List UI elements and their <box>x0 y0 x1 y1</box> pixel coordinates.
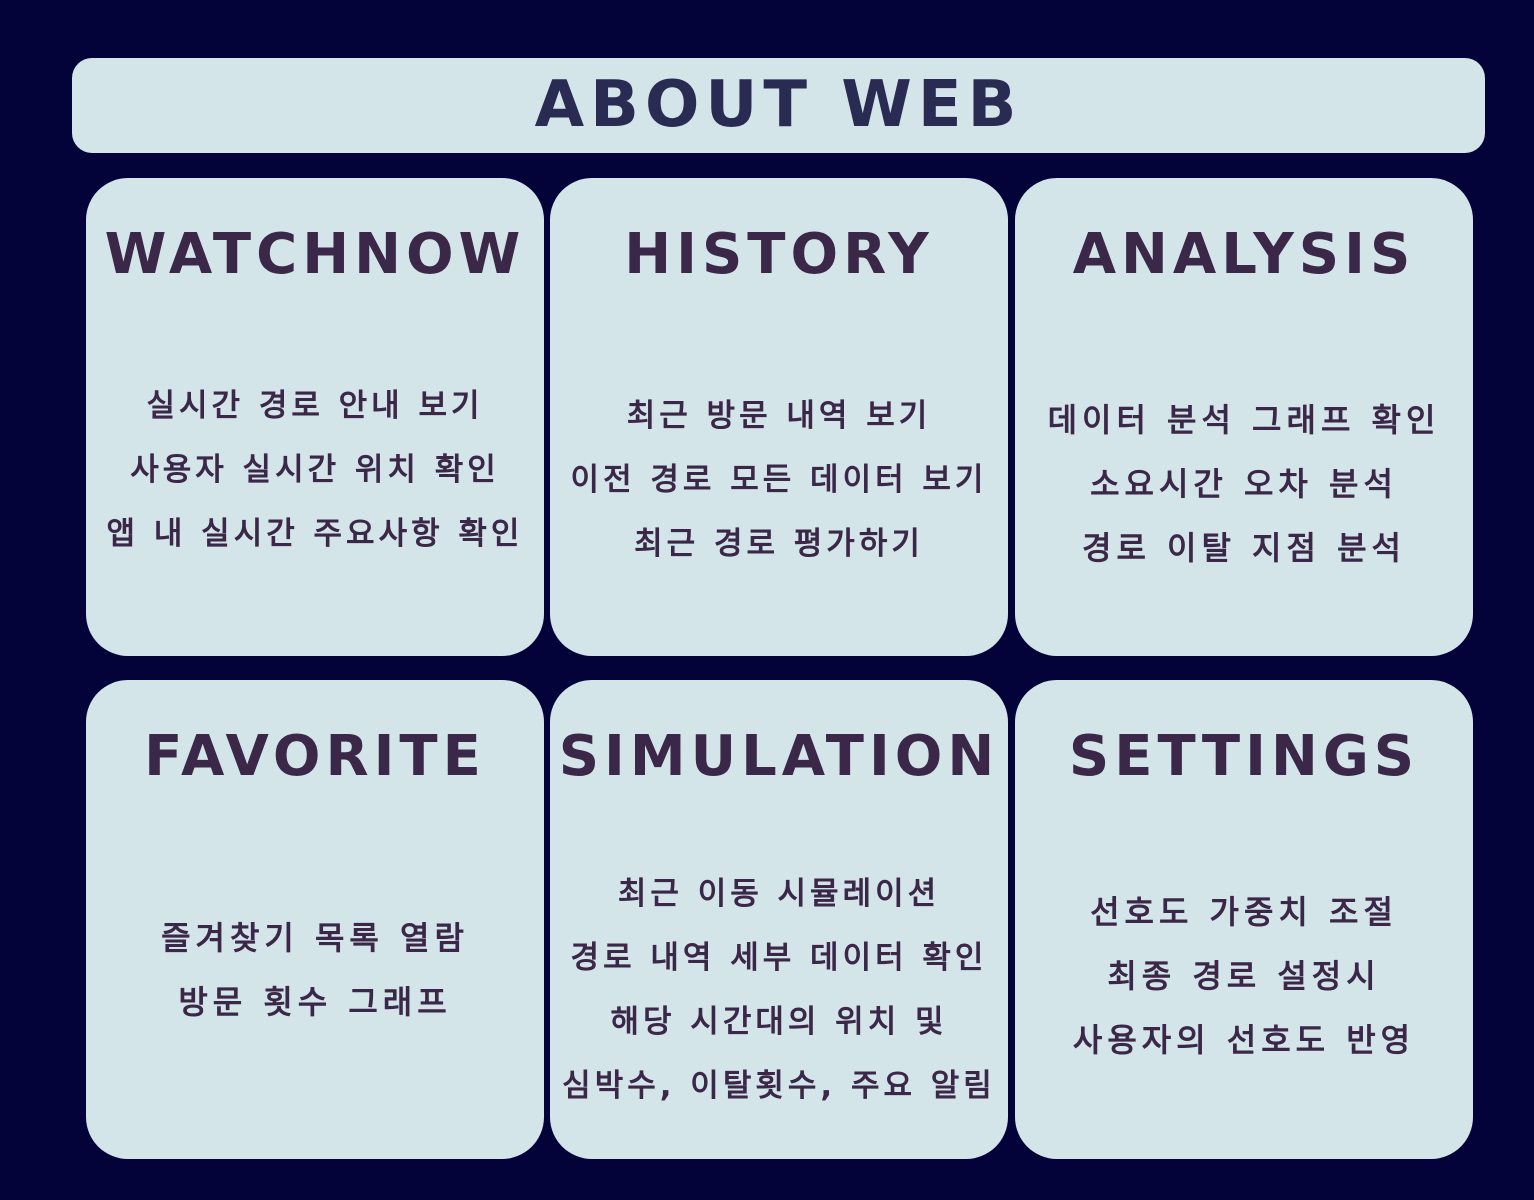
card-title: SETTINGS <box>1068 724 1420 789</box>
card-title: HISTORY <box>624 222 934 287</box>
card-feature-list: 최근 이동 시뮬레이션 경로 내역 세부 데이터 확인 해당 시간대의 위치 및… <box>550 862 1008 1118</box>
feature-item: 최근 이동 시뮬레이션 <box>617 876 941 912</box>
card-feature-list: 데이터 분석 그래프 확인 소요시간 오차 분석 경로 이탈 지점 분석 <box>1015 388 1473 580</box>
header-banner: ABOUT WEB <box>72 58 1485 153</box>
feature-item: 소요시간 오차 분석 <box>1090 465 1398 503</box>
card-title: ANALYSIS <box>1072 222 1416 287</box>
feature-item: 심박수, 이탈횟수, 주요 알림 <box>562 1068 996 1104</box>
feature-item: 앱 내 실시간 주요사항 확인 <box>106 516 524 552</box>
card-feature-list: 즐겨찾기 목록 열람 방문 횟수 그래프 <box>86 906 544 1034</box>
feature-item: 해당 시간대의 위치 및 <box>610 1004 948 1040</box>
feature-item: 사용자의 선호도 반영 <box>1072 1021 1416 1059</box>
feature-item: 최종 경로 설정시 <box>1107 957 1381 995</box>
card-favorite[interactable]: FAVORITE 즐겨찾기 목록 열람 방문 횟수 그래프 <box>86 680 544 1159</box>
card-title: WATCHNOW <box>104 222 526 287</box>
card-watchnow[interactable]: WATCHNOW 실시간 경로 안내 보기 사용자 실시간 위치 확인 앱 내 … <box>86 178 544 656</box>
card-simulation[interactable]: SIMULATION 최근 이동 시뮬레이션 경로 내역 세부 데이터 확인 해… <box>550 680 1008 1159</box>
card-feature-list: 선호도 가중치 조절 최종 경로 설정시 사용자의 선호도 반영 <box>1015 880 1473 1072</box>
card-feature-list: 최근 방문 내역 보기 이전 경로 모든 데이터 보기 최근 경로 평가하기 <box>550 384 1008 576</box>
feature-item: 즐겨찾기 목록 열람 <box>161 919 469 957</box>
card-title: FAVORITE <box>144 724 486 789</box>
feature-item: 최근 경로 평가하기 <box>634 526 924 562</box>
feature-item: 선호도 가중치 조절 <box>1090 893 1398 931</box>
card-settings[interactable]: SETTINGS 선호도 가중치 조절 최종 경로 설정시 사용자의 선호도 반… <box>1015 680 1473 1159</box>
feature-item: 데이터 분석 그래프 확인 <box>1047 401 1441 439</box>
card-title: SIMULATION <box>558 724 1000 789</box>
feature-item: 경로 이탈 지점 분석 <box>1082 529 1406 567</box>
card-history[interactable]: HISTORY 최근 방문 내역 보기 이전 경로 모든 데이터 보기 최근 경… <box>550 178 1008 656</box>
feature-item: 최근 방문 내역 보기 <box>626 398 932 434</box>
card-feature-list: 실시간 경로 안내 보기 사용자 실시간 위치 확인 앱 내 실시간 주요사항 … <box>86 374 544 566</box>
feature-item: 실시간 경로 안내 보기 <box>146 388 484 424</box>
feature-item: 경로 내역 세부 데이터 확인 <box>570 940 988 976</box>
feature-item: 이전 경로 모든 데이터 보기 <box>570 462 988 498</box>
page-title: ABOUT WEB <box>534 68 1023 142</box>
feature-item: 사용자 실시간 위치 확인 <box>130 452 500 488</box>
feature-item: 방문 횟수 그래프 <box>178 983 452 1021</box>
card-analysis[interactable]: ANALYSIS 데이터 분석 그래프 확인 소요시간 오차 분석 경로 이탈 … <box>1015 178 1473 656</box>
